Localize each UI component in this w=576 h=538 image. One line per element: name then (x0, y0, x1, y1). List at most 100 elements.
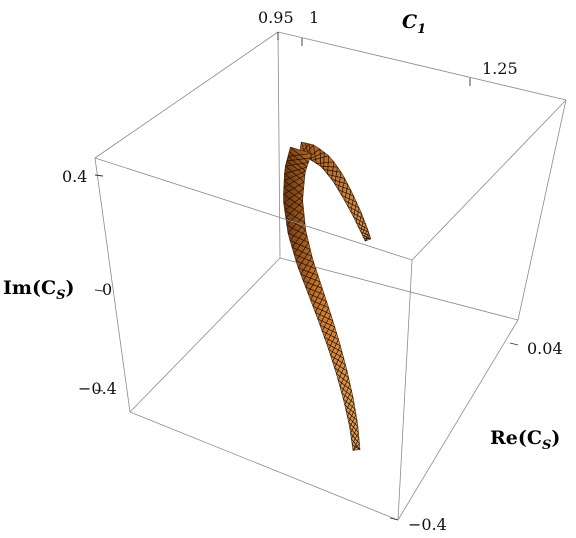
mesh-line (334, 166, 338, 185)
mesh-line (283, 174, 306, 188)
mesh-line (284, 195, 304, 211)
z-axis-title: Im(CS) (3, 277, 75, 303)
mesh-line (332, 345, 341, 362)
mesh-line (364, 235, 370, 242)
mesh-line (295, 242, 309, 262)
mesh-line (313, 144, 317, 164)
y-axis-title: Re(CS) (490, 427, 560, 453)
mesh-line (348, 408, 356, 423)
mesh-line (353, 216, 366, 225)
mesh-line (341, 178, 346, 196)
x-axis-title: C1 (402, 11, 426, 37)
mesh-line (285, 200, 303, 218)
mesh-line (347, 190, 352, 207)
x-tick-label: 1 (309, 8, 319, 27)
mesh-line (336, 358, 345, 375)
mesh-line (343, 383, 351, 400)
mesh-line (309, 152, 325, 160)
z-tick-label: 0 (102, 280, 112, 299)
x-tick-label: 0.95 (258, 8, 294, 27)
mesh-line (285, 165, 305, 183)
mesh-line (285, 162, 309, 167)
x-tick-label: 1.25 (482, 59, 518, 78)
mesh-line (284, 170, 306, 181)
axis-titles: C1 Im(CS) Re(CS) (3, 11, 560, 453)
mesh-line (355, 207, 360, 223)
mesh-line (293, 253, 314, 263)
mesh-line (330, 339, 339, 356)
mesh-line (353, 201, 357, 218)
mesh-line (337, 364, 346, 381)
mesh-line (283, 202, 305, 216)
mesh-line (317, 301, 327, 320)
mesh-line (344, 184, 349, 201)
mesh-line (287, 215, 305, 234)
mesh-line (284, 166, 307, 175)
mesh-line (326, 326, 336, 344)
mesh-line (352, 443, 360, 451)
mesh-line (287, 156, 306, 172)
bounding-box-front (94, 99, 567, 521)
mesh-line (364, 232, 369, 242)
z-tick-label: 0.4 (62, 167, 87, 186)
mesh-line (358, 213, 362, 228)
z-tick-label: −0.4 (78, 379, 117, 398)
mesh-line (283, 181, 305, 195)
mesh-line (350, 420, 358, 434)
mesh-line (352, 437, 360, 451)
mesh-line (337, 172, 342, 190)
mesh-line (289, 222, 306, 241)
mesh-line (283, 188, 304, 204)
mesh-line (308, 143, 313, 161)
tick-mark (389, 517, 399, 521)
bounding-box-back (94, 31, 567, 413)
mesh-line (319, 307, 329, 326)
mesh-line (360, 218, 364, 232)
mesh-line (363, 228, 368, 239)
tick-marks (94, 32, 519, 521)
mesh-line (285, 217, 306, 230)
mesh-line (339, 370, 348, 387)
tick-labels: 0.95 1 1.25 0.4 0 −0.4 0.04 −0.4 (62, 8, 563, 534)
mesh-line (316, 161, 334, 164)
mesh-line (287, 232, 309, 243)
mesh-line (320, 166, 338, 168)
tick-mark (509, 342, 519, 346)
mesh-line (349, 414, 357, 428)
mesh-line (312, 288, 323, 307)
mesh-line (344, 390, 352, 406)
y-tick-label: 0.04 (527, 339, 563, 358)
mesh-line (307, 275, 319, 294)
mesh-line (305, 268, 317, 288)
mesh-line (328, 333, 337, 350)
mesh-line (310, 281, 321, 300)
mesh-line (321, 314, 332, 332)
mesh-line (319, 148, 322, 167)
tick-mark (94, 389, 104, 392)
tick-mark (94, 174, 104, 177)
mesh-line (345, 396, 354, 411)
mesh-line (351, 426, 359, 440)
mesh-line (283, 194, 304, 209)
mesh-line (286, 157, 311, 162)
mesh-line (350, 196, 355, 213)
y-tick-label: −0.4 (408, 515, 447, 534)
mesh-line (298, 249, 311, 269)
mesh-line (302, 262, 315, 281)
mesh-line (300, 256, 313, 275)
mesh-line (341, 377, 349, 394)
mesh-line (331, 161, 335, 180)
mesh-line (351, 432, 359, 445)
mesh-line (344, 200, 360, 209)
mesh-line (287, 153, 312, 157)
mesh-line (291, 229, 306, 248)
mesh-line (314, 294, 325, 313)
tick-mark (94, 289, 104, 292)
mesh-line (293, 235, 308, 255)
mesh-line (286, 207, 304, 226)
mesh-line (295, 260, 316, 270)
mesh-line (286, 224, 308, 237)
mesh-line (327, 155, 329, 175)
